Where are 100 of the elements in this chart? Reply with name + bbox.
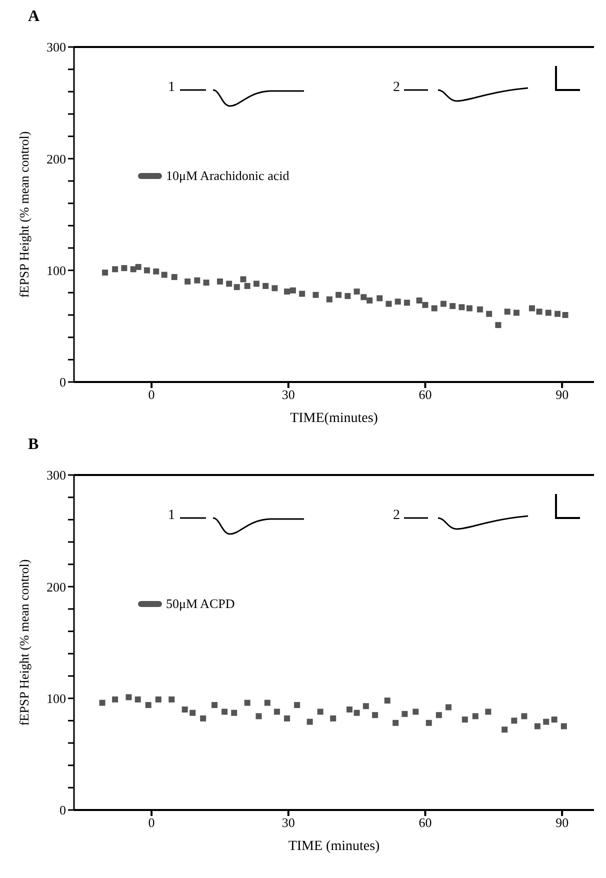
point: [372, 712, 378, 718]
point: [376, 295, 383, 302]
point: [184, 278, 191, 284]
point: [216, 278, 223, 284]
point: [274, 708, 280, 715]
point: [326, 296, 332, 302]
point: [231, 710, 238, 716]
point: [290, 287, 296, 294]
x-tick-label: 90: [556, 815, 569, 830]
point: [112, 696, 118, 702]
point: [458, 304, 465, 310]
point: [203, 280, 210, 286]
point: [394, 298, 401, 305]
point: [264, 700, 270, 706]
point: [450, 303, 456, 310]
point: [511, 718, 518, 724]
x-axis-title: TIME (minutes): [288, 839, 380, 854]
point: [135, 264, 142, 270]
point: [126, 694, 132, 700]
y-tick-label: 100: [46, 690, 66, 706]
point: [336, 292, 342, 298]
y-tick-label: 0: [60, 374, 66, 390]
point: [431, 305, 438, 312]
point: [404, 300, 410, 306]
point: [317, 708, 324, 715]
point: [486, 310, 492, 317]
point: [299, 290, 306, 297]
point: [226, 280, 232, 287]
annotation: 1: [168, 508, 175, 524]
point: [543, 718, 550, 725]
point: [344, 293, 351, 300]
point: [534, 723, 540, 730]
point: [284, 288, 290, 295]
point: [495, 322, 502, 328]
x-tick-label: 30: [282, 387, 295, 402]
point: [272, 285, 278, 292]
point: [102, 270, 108, 276]
point: [155, 696, 162, 702]
point: [121, 265, 128, 272]
point: [200, 715, 206, 722]
point: [362, 703, 369, 710]
annotation: 2: [393, 508, 400, 524]
point: [312, 292, 319, 298]
point: [306, 718, 313, 725]
y-tick-label: 200: [46, 579, 66, 594]
x-tick-label: 90: [556, 387, 569, 402]
x-axis-title: TIME(minutes): [290, 411, 378, 426]
point: [194, 277, 200, 284]
point: [386, 300, 392, 307]
point: [153, 268, 160, 274]
point: [161, 272, 168, 278]
x-tick-label: 60: [418, 815, 432, 830]
point: [560, 723, 567, 730]
legend-label: 50μM ACPD: [166, 596, 235, 612]
point: [426, 720, 432, 726]
point: [436, 712, 442, 718]
point: [472, 713, 478, 720]
point: [256, 713, 262, 720]
y-tick-label: 300: [46, 40, 66, 55]
point: [244, 700, 250, 706]
point: [366, 297, 373, 304]
legend-label: 10μM Arachidonic acid: [166, 168, 290, 184]
y-tick-label: 100: [46, 262, 66, 278]
point: [528, 305, 535, 312]
point: [476, 306, 483, 312]
annotation: 2: [393, 80, 400, 96]
point: [134, 696, 141, 702]
point: [182, 706, 188, 712]
x-tick-label: 30: [282, 815, 295, 830]
y-axis-title: fEPSP Height (% mean control): [16, 131, 32, 298]
x-tick-label: 60: [418, 387, 432, 402]
point: [416, 297, 422, 304]
point: [244, 282, 250, 289]
point: [284, 715, 290, 722]
point: [171, 274, 178, 280]
point: [222, 708, 228, 715]
point: [144, 267, 150, 274]
point: [294, 702, 300, 708]
x-tick-label: 0: [148, 815, 155, 830]
point: [262, 282, 269, 289]
y-tick-label: 0: [60, 802, 66, 818]
point: [445, 704, 452, 710]
point: [504, 308, 510, 315]
point: [466, 305, 472, 312]
chart-title: B: [28, 436, 39, 454]
point: [190, 710, 196, 716]
point: [402, 710, 408, 717]
point: [330, 715, 336, 722]
x-tick-label: 0: [148, 387, 155, 402]
y-axis-title: fEPSP Height (% mean control): [16, 559, 32, 726]
point: [240, 276, 246, 282]
point: [551, 716, 558, 723]
point: [521, 713, 528, 720]
y-tick-label: 300: [46, 468, 66, 483]
annotation: 1: [168, 80, 175, 96]
point: [536, 308, 542, 315]
point: [462, 716, 468, 723]
y-tick-label: 200: [46, 151, 66, 166]
point: [145, 702, 152, 708]
point: [502, 726, 508, 733]
